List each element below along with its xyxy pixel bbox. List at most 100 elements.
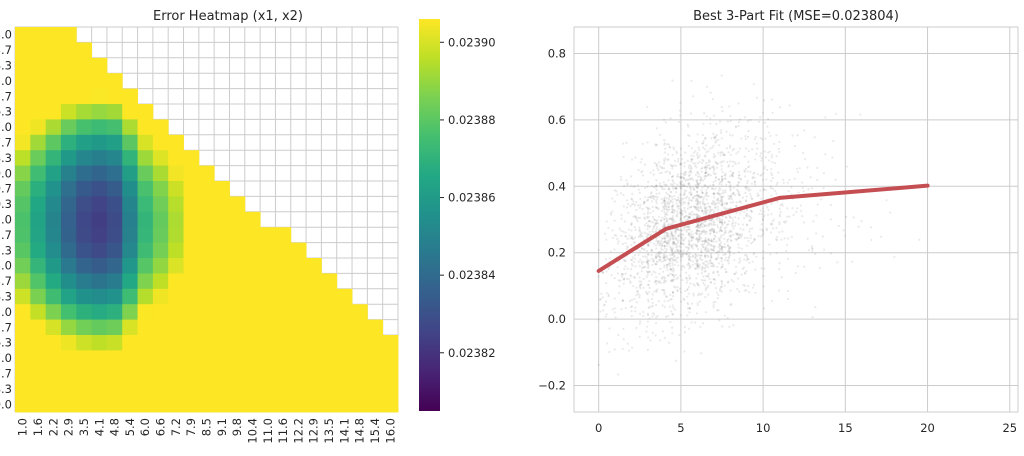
scatter-point [630, 184, 633, 187]
scatter-point [816, 179, 819, 182]
scatter-point [665, 255, 668, 258]
scatter-point [724, 189, 727, 192]
scatter-point [655, 127, 659, 130]
scatter-point [709, 209, 712, 212]
scatter-point [712, 200, 715, 204]
scatter-point [680, 198, 683, 201]
scatter-point [747, 258, 750, 261]
scatter-point [691, 236, 694, 239]
scatter-point [696, 260, 699, 263]
scatter-point [764, 156, 767, 159]
heatmap-cell [106, 227, 123, 243]
heatmap-cell [30, 42, 47, 59]
heatmap-cell [45, 242, 62, 259]
scatter-point [729, 246, 732, 250]
scatter-point [760, 173, 763, 177]
scatter-point [723, 243, 726, 246]
scatter-point [650, 184, 654, 188]
scatter-point [762, 307, 766, 310]
scatter-point [740, 201, 743, 204]
scatter-point [686, 123, 689, 126]
scatter-point [659, 182, 662, 185]
scatter-point [667, 341, 671, 344]
scatter-point [688, 255, 691, 258]
scatter-point [680, 186, 683, 190]
heatmap-cell [198, 365, 215, 382]
scatter-point [715, 166, 719, 169]
scatter-point [620, 272, 623, 276]
scatter-point [708, 239, 711, 242]
scatter-point [737, 192, 740, 195]
scatter-point [732, 219, 735, 222]
scatter-point [669, 298, 672, 301]
scatter-point [723, 227, 726, 230]
scatter-point [617, 333, 620, 336]
scatter-point [666, 158, 669, 161]
scatter-point [735, 211, 738, 214]
heatmap-cell [30, 258, 47, 274]
scatter-point [693, 205, 696, 208]
scatter-point [661, 226, 664, 229]
scatter-point [663, 291, 666, 294]
heatmap-cell [244, 381, 261, 397]
scatter-point [640, 158, 643, 161]
scatter-point [688, 191, 691, 194]
scatter-point [893, 255, 896, 259]
scatter-point [713, 278, 717, 281]
scatter-point [682, 297, 685, 300]
scatter-point [677, 205, 681, 208]
scatter-point [704, 269, 707, 273]
scatter-point [759, 154, 762, 157]
heatmap-cell [275, 304, 292, 320]
scatter-point [721, 218, 724, 221]
scatter-point [744, 191, 747, 194]
scatter-point [704, 202, 707, 206]
scatter-point [623, 185, 626, 188]
scatter-point [650, 298, 654, 301]
scatter-point [696, 182, 699, 185]
scatter-point [687, 199, 690, 202]
scatter-point [706, 244, 709, 247]
scatter-point [794, 272, 797, 275]
scatter-point [720, 260, 723, 263]
scatter-point [738, 173, 741, 177]
scatter-point [645, 232, 648, 235]
heatmap-cell [137, 134, 154, 151]
scatter-point [671, 238, 674, 241]
scatter-point [731, 149, 734, 152]
scatter-point [699, 237, 703, 240]
heatmap-y-tick-label: 10.3 [0, 197, 12, 211]
scatter-point [707, 161, 710, 164]
scatter-point [696, 259, 699, 263]
scatter-point [725, 130, 728, 133]
scatter-point [720, 290, 723, 293]
scatter-point [638, 216, 642, 219]
scatter-point [688, 307, 692, 310]
scatter-point [692, 95, 695, 98]
scatter-point [731, 134, 734, 137]
scatter-point [667, 198, 671, 201]
scatter-point [706, 209, 709, 212]
heatmap-cell [214, 288, 230, 305]
scatter-point [712, 184, 715, 187]
scatter-point [720, 204, 724, 207]
scatter-point [748, 227, 752, 231]
scatter-point [645, 250, 649, 253]
scatter-point [642, 266, 645, 269]
scatter-point [722, 152, 725, 155]
heatmap-cell [198, 196, 215, 213]
scatter-point [730, 278, 733, 282]
heatmap-cell [76, 181, 92, 197]
scatter-point [652, 231, 655, 234]
scatter-point [694, 267, 697, 271]
scatter-point [769, 222, 772, 225]
scatter-point [675, 214, 678, 217]
scatter-point [677, 234, 680, 237]
scatter-point [696, 226, 700, 229]
scatter-point [690, 199, 693, 202]
scatter-point [635, 201, 638, 204]
scatter-point [712, 230, 715, 233]
scatter-point [655, 198, 658, 201]
scatter-point [694, 255, 698, 258]
scatter-point [674, 164, 678, 167]
